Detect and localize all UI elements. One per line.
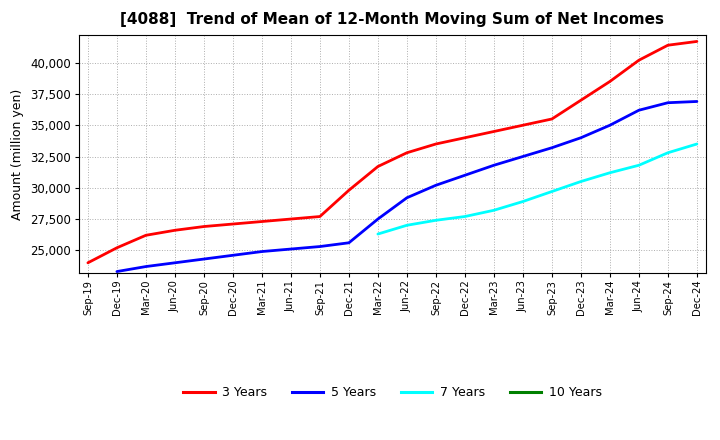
- Title: [4088]  Trend of Mean of 12-Month Moving Sum of Net Incomes: [4088] Trend of Mean of 12-Month Moving …: [120, 12, 665, 27]
- Y-axis label: Amount (million yen): Amount (million yen): [12, 88, 24, 220]
- Legend: 3 Years, 5 Years, 7 Years, 10 Years: 3 Years, 5 Years, 7 Years, 10 Years: [179, 381, 606, 404]
